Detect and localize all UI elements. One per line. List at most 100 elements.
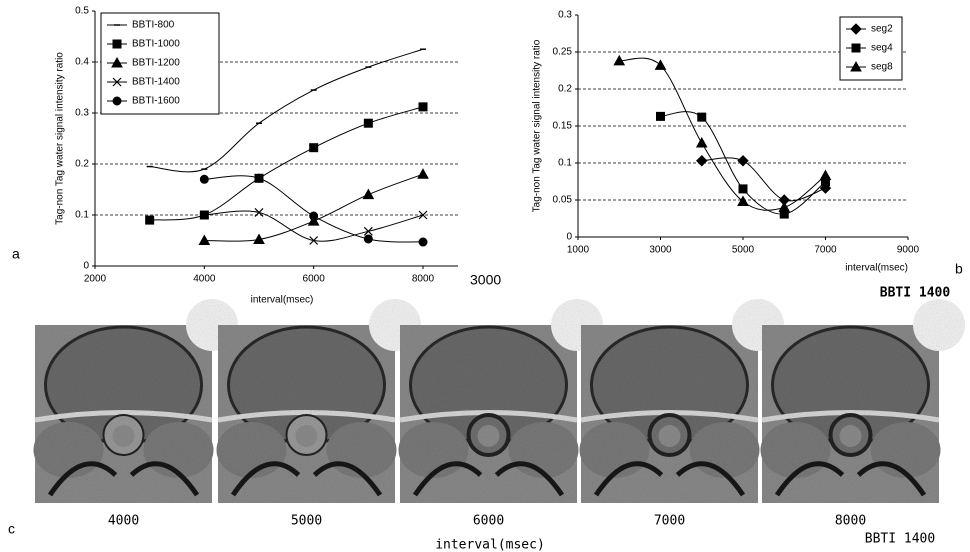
x-tick-label: 5000 [732, 245, 755, 256]
muscle [143, 422, 214, 478]
series-line [204, 173, 424, 242]
marker [697, 112, 707, 122]
marker [199, 174, 209, 184]
marker [418, 237, 428, 247]
marker [309, 236, 319, 245]
marker [819, 169, 832, 181]
marker [309, 211, 319, 221]
image-caption: 6000 [473, 514, 504, 529]
muscle [216, 422, 287, 478]
y-tick-label: 0.05 [553, 195, 573, 206]
mri-image [760, 299, 965, 503]
marker [198, 234, 211, 245]
legend-label: BBTI-1400 [132, 77, 180, 88]
muscle [689, 422, 760, 478]
arc [856, 461, 927, 497]
y-tick-label: 0 [83, 261, 89, 272]
arc [230, 461, 301, 497]
y-tick-label: 0.4 [75, 57, 89, 68]
legend-label: seg8 [871, 62, 893, 73]
arc [593, 461, 664, 497]
legend-marker [851, 43, 861, 53]
y-axis-label: Tag-non Tag water signal intensity ratio [532, 39, 543, 212]
y-tick-label: 0.2 [558, 84, 572, 95]
stray-label: 3000 [470, 272, 501, 288]
marker [363, 226, 373, 236]
mri-image [398, 299, 603, 503]
marker [613, 54, 626, 66]
muscle [870, 422, 941, 478]
image-caption: 4000 [108, 514, 139, 529]
x-tick-label: 3000 [649, 245, 672, 256]
y-tick-label: 0.1 [75, 210, 89, 221]
legend-marker [112, 77, 122, 87]
y-tick-label: 0.15 [553, 121, 573, 132]
panel-label: b [955, 261, 963, 277]
image-caption: 7000 [654, 514, 685, 529]
cord [477, 425, 500, 447]
legend-label: seg2 [871, 24, 893, 35]
y-tick-label: 0.1 [558, 158, 572, 169]
legend-label: seg4 [871, 43, 893, 54]
x-tick-label: 7000 [814, 245, 837, 256]
y-tick-label: 0.25 [553, 47, 573, 58]
arc [494, 461, 565, 497]
muscle [398, 422, 469, 478]
legend-marker [112, 96, 122, 106]
marker [778, 201, 791, 212]
legend-marker [850, 60, 862, 72]
y-tick-label: 0.3 [558, 10, 572, 21]
fat [34, 410, 213, 423]
y-axis-label: Tag-non Tag water signal intensity ratio [55, 52, 66, 225]
mri-images [33, 299, 965, 503]
legend-marker [112, 39, 122, 49]
legend-marker [850, 23, 862, 35]
marker [737, 195, 749, 206]
marker [417, 168, 429, 179]
corner [913, 299, 965, 351]
marker [737, 155, 749, 167]
cord [295, 425, 318, 447]
marker [363, 118, 373, 128]
panel-label: a [12, 246, 20, 262]
fat [761, 410, 940, 423]
marker [418, 102, 428, 112]
panel-caption: BBTI 1400 [880, 286, 951, 301]
image-caption: 8000 [835, 514, 866, 529]
marker [254, 173, 264, 183]
legend-label: BBTI-800 [132, 20, 175, 31]
image-caption: 5000 [291, 514, 322, 529]
x-tick-label: 4000 [193, 274, 216, 285]
mri-image [216, 299, 421, 503]
fat [217, 410, 396, 423]
marker [695, 136, 708, 148]
arc [129, 461, 200, 497]
marker [362, 188, 375, 200]
mri-image [33, 299, 238, 503]
y-tick-label: 0.5 [75, 6, 89, 17]
marker [738, 184, 748, 194]
marker [309, 143, 319, 153]
muscle [33, 422, 104, 478]
series-line [149, 106, 424, 221]
fat [580, 410, 759, 423]
series-line [701, 157, 826, 202]
muscle [760, 422, 831, 478]
cord [658, 425, 681, 447]
series-line [619, 57, 826, 211]
marker [363, 234, 373, 244]
images-caption: BBTI 1400 [865, 532, 935, 547]
marker [654, 59, 667, 70]
legend-label: BBTI-1200 [132, 58, 180, 69]
muscle [508, 422, 579, 478]
x-tick-label: 8000 [412, 274, 435, 285]
panel-label: c [8, 521, 15, 537]
muscle [326, 422, 397, 478]
marker [418, 210, 428, 220]
cord [112, 425, 135, 447]
arc [312, 461, 383, 497]
images-xlabel: interval(msec) [435, 538, 545, 552]
marker [696, 155, 708, 167]
mri-image [579, 299, 784, 503]
